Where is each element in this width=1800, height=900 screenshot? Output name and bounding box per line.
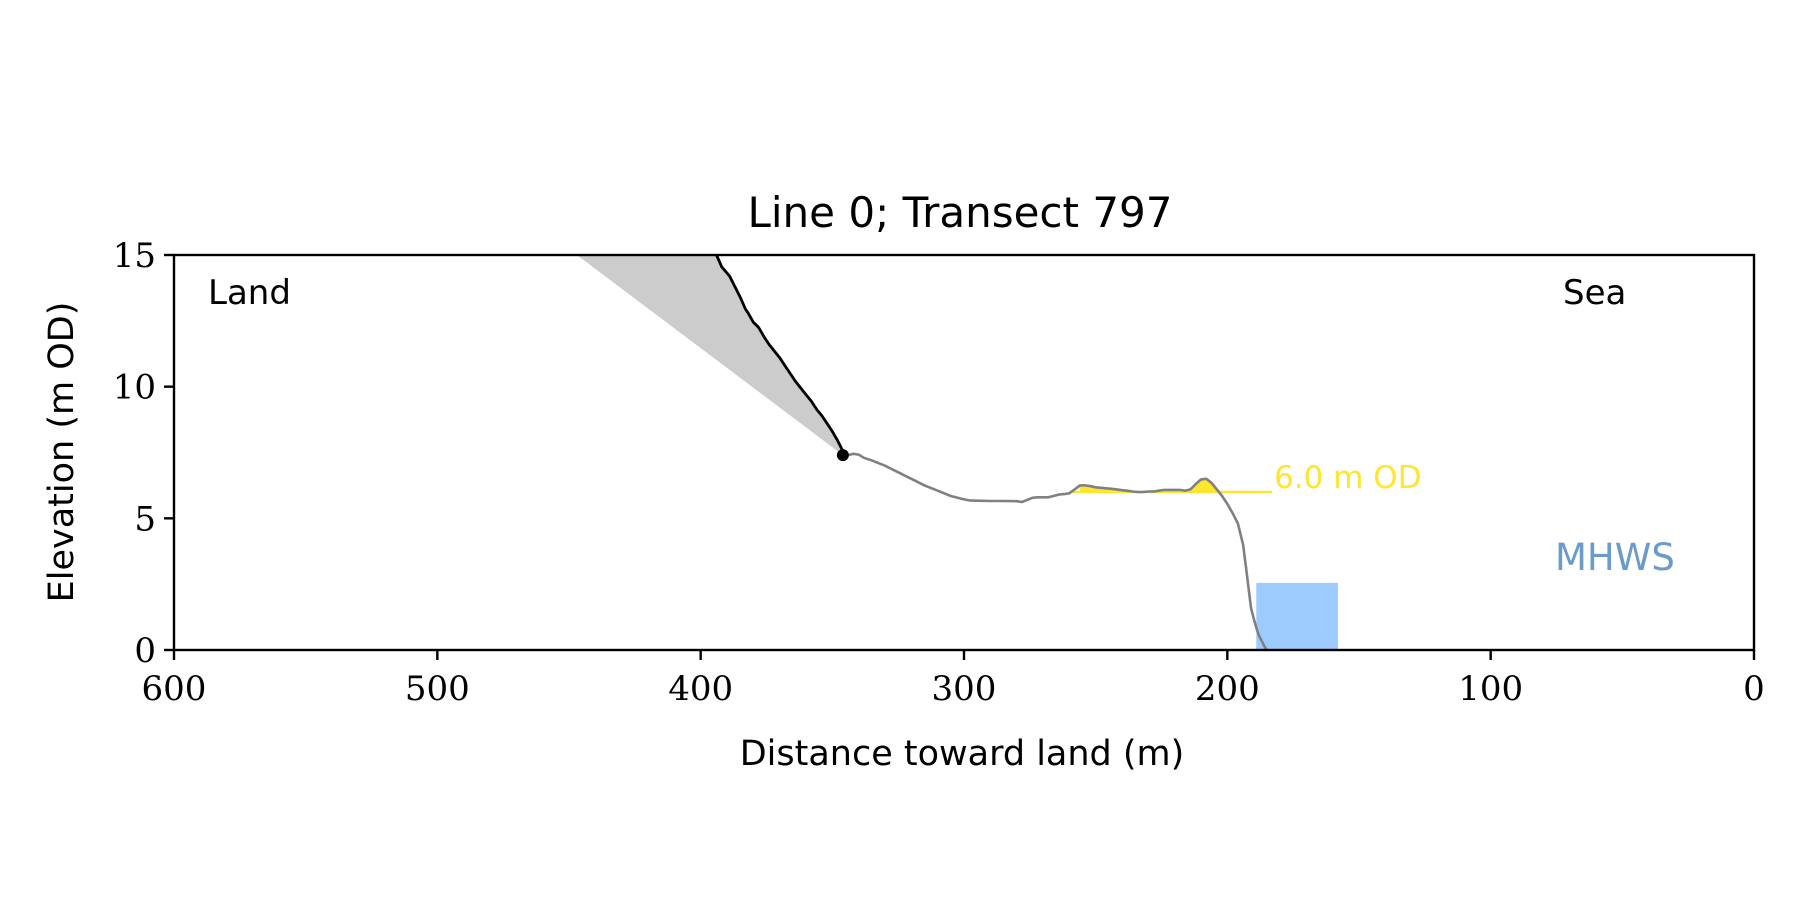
x-tick-label: 200 <box>1195 669 1260 709</box>
x-tick-label: 400 <box>668 669 733 709</box>
x-tick-label: 300 <box>932 669 997 709</box>
y-tick-label: 15 <box>113 236 156 276</box>
mhws-label: MHWS <box>1555 536 1675 579</box>
chart-title: Line 0; Transect 797 <box>747 188 1172 237</box>
y-axis: 0 5 10 15 <box>113 236 174 671</box>
x-tick-label: 600 <box>142 669 207 709</box>
plot-frame <box>172 253 1756 652</box>
cliff-line <box>715 254 845 456</box>
sea-label: Sea <box>1563 273 1626 313</box>
plot-area: 6.0 m OD MHWS <box>576 254 1675 651</box>
x-tick-label: 500 <box>405 669 470 709</box>
y-axis-label: Elevation (m OD) <box>42 302 82 603</box>
y-tick-label: 0 <box>134 631 156 671</box>
y-tick-label: 5 <box>134 499 156 539</box>
cliff-toe-point <box>836 449 849 462</box>
threshold-label: 6.0 m OD <box>1274 460 1421 496</box>
x-axis-label: Distance toward land (m) <box>740 734 1185 774</box>
mhws-box <box>1256 582 1338 650</box>
x-axis: 600 500 400 300 200 100 0 <box>142 650 1765 709</box>
x-tick-label: 0 <box>1743 669 1765 709</box>
x-tick-label: 100 <box>1458 669 1523 709</box>
profile-line <box>842 452 1268 651</box>
cliff-wedge <box>576 255 843 456</box>
y-tick-label: 10 <box>113 368 156 408</box>
land-label: Land <box>208 273 291 313</box>
